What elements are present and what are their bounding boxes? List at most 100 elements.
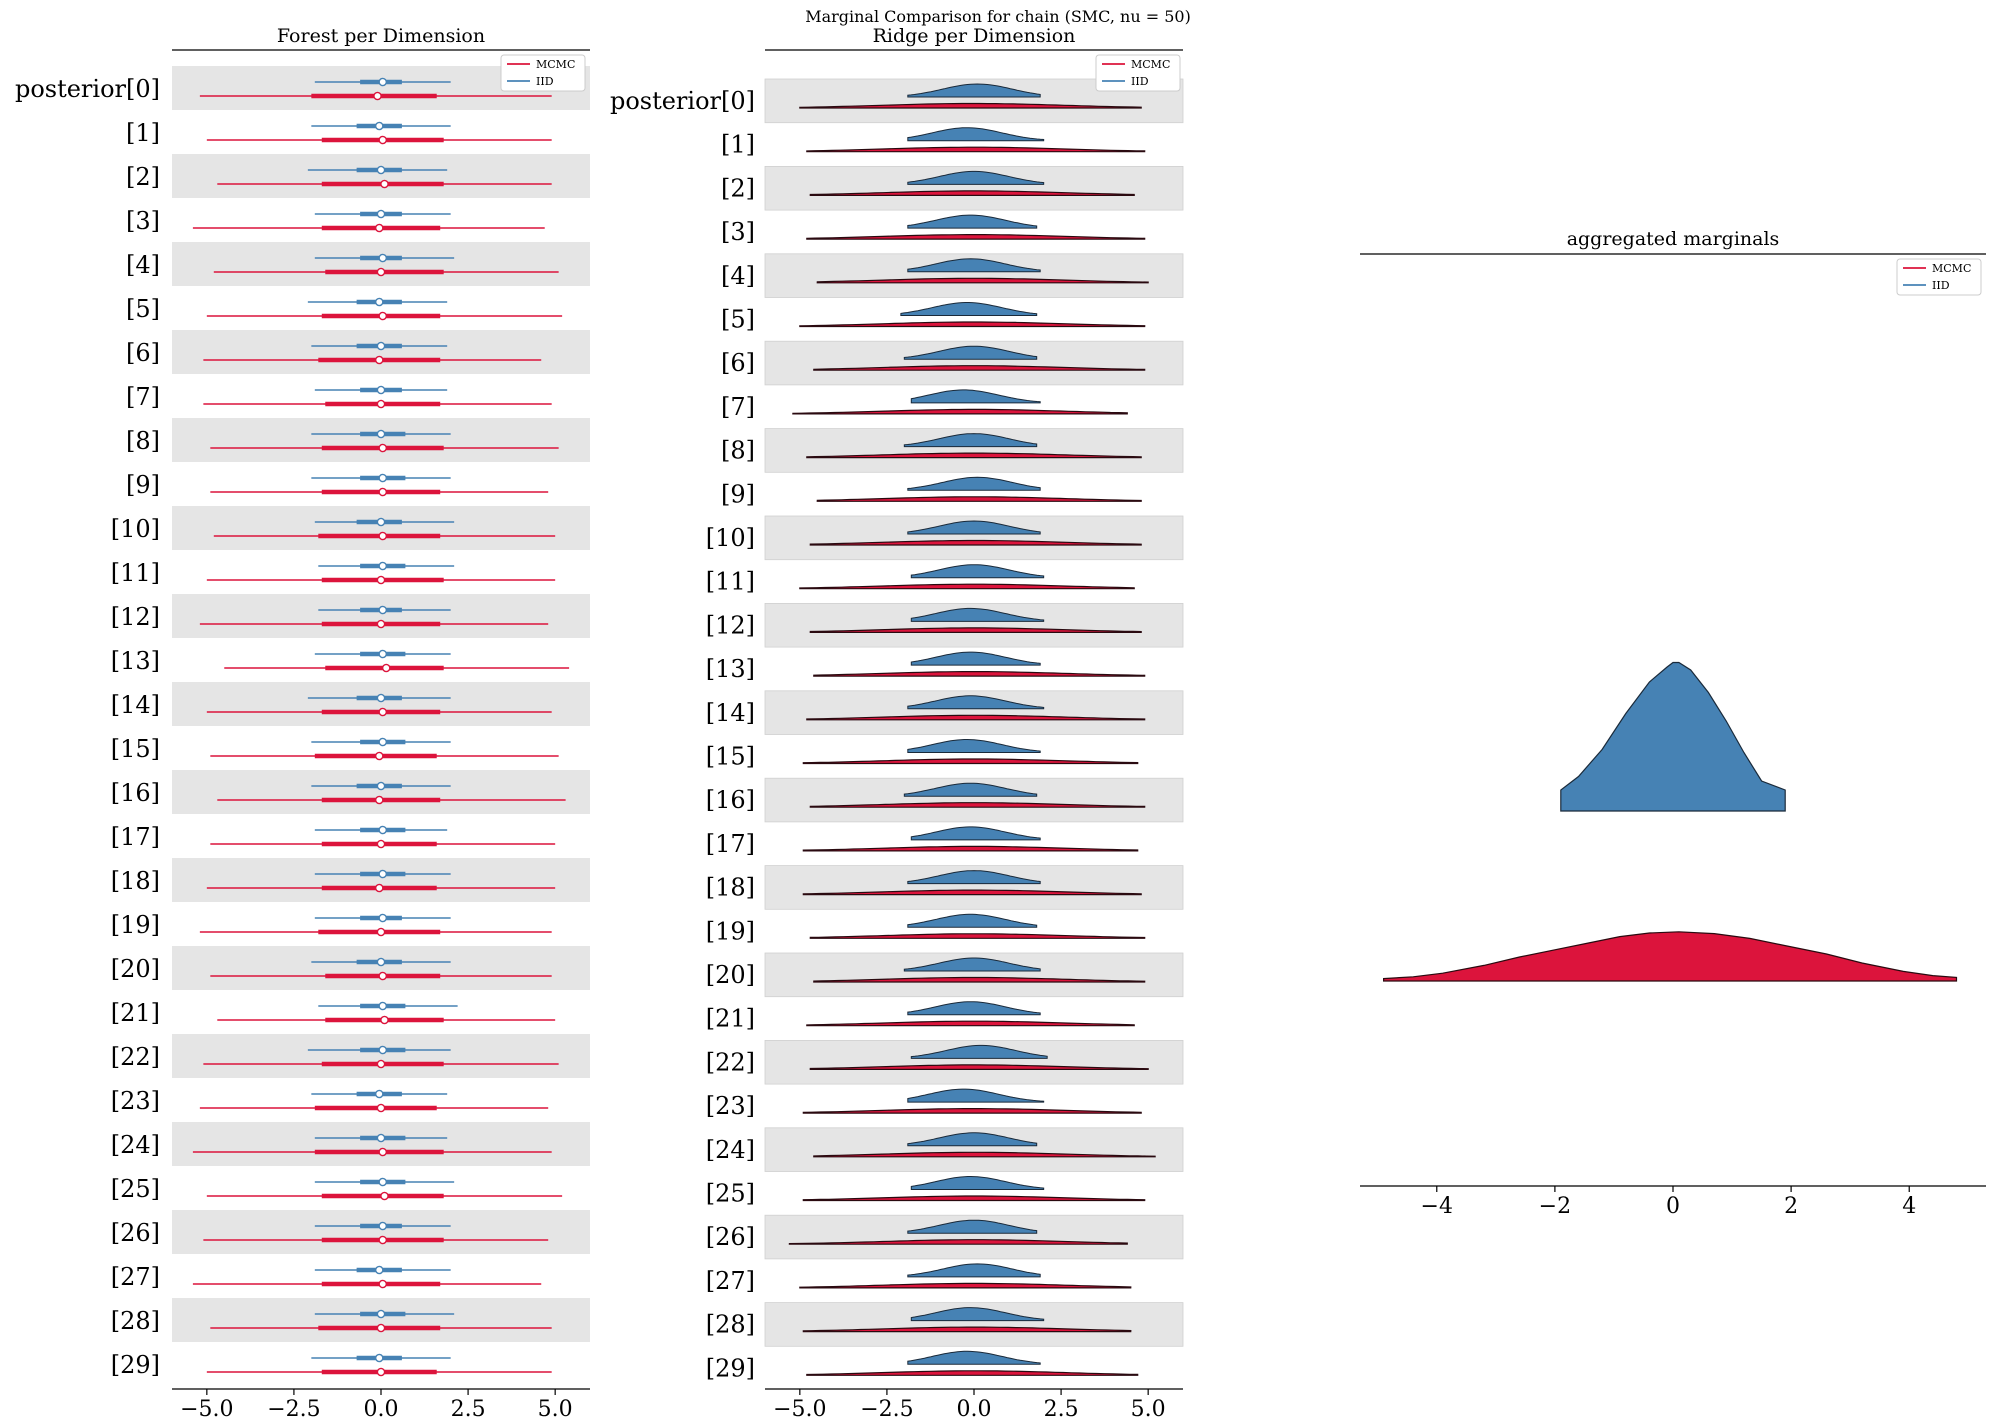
forest-row-band	[172, 330, 590, 374]
mcmc-ridge	[809, 802, 1146, 808]
iid-median-point	[376, 1309, 386, 1319]
figure-suptitle: Marginal Comparison for chain (SMC, nu =…	[805, 7, 1191, 26]
mcmc-median-point	[378, 487, 388, 497]
ridge-tick-label: 0.0	[957, 1397, 992, 1422]
forest-row-label: [21]	[111, 999, 160, 1027]
iid-ridge	[907, 1088, 1045, 1103]
ridge-row-label: [7]	[721, 393, 755, 421]
ridge-row-label: [28]	[706, 1311, 755, 1339]
iid-median-point	[378, 737, 388, 747]
iid-median-point	[378, 253, 388, 263]
iid-median-point	[376, 517, 386, 527]
forest-row-band	[172, 594, 590, 638]
forest-row-band	[172, 770, 590, 814]
iid-aggregated-density	[1560, 661, 1786, 812]
mcmc-median-point	[376, 399, 386, 409]
mcmc-median-point	[378, 443, 388, 453]
aggregated-tick-label: −2	[1539, 1194, 1571, 1219]
aggregated-tick-label: 4	[1902, 1194, 1916, 1219]
iid-ridge	[907, 127, 1045, 142]
iid-ridge	[907, 476, 1041, 491]
ridge-row-label: [24]	[706, 1136, 755, 1164]
ridge-panel: posterior[0] [1] [2] [3] [4] [5] [6] [7] [8] [9] […	[610, 25, 1184, 1422]
ridge-row-label: [26]	[706, 1223, 755, 1251]
mcmc-ridge	[816, 496, 1142, 502]
ridge-x-axis: −5.0 −2.5 0.0 2.5 5.0	[773, 1389, 1166, 1422]
mcmc-median-point	[374, 883, 384, 893]
forest-row-label: [5]	[126, 295, 160, 323]
forest-row-label: [2]	[126, 163, 160, 191]
forest-row-label: [16]	[111, 779, 160, 807]
forest-row-label: [23]	[111, 1087, 160, 1115]
iid-median-point	[374, 1265, 384, 1275]
ridge-row-label: [2]	[721, 174, 755, 202]
mcmc-median-point	[381, 663, 391, 673]
mcmc-median-point	[378, 531, 388, 541]
iid-median-point	[378, 77, 388, 87]
forest-title: Forest per Dimension	[277, 25, 485, 47]
mcmc-median-point	[373, 91, 382, 101]
forest-row-label: [27]	[111, 1263, 160, 1291]
ridge-row-band	[764, 865, 1184, 910]
mcmc-ridge	[809, 1064, 1149, 1070]
forest-row-band	[172, 858, 590, 902]
ridge-title: Ridge per Dimension	[873, 25, 1076, 47]
aggregated-legend-mcmc: MCMC	[1932, 262, 1971, 275]
mcmc-median-point	[376, 1367, 386, 1377]
mcmc-median-point	[376, 1323, 386, 1333]
mcmc-ridge	[806, 146, 1146, 153]
iid-ridge	[907, 870, 1041, 885]
ridge-row-label: [20]	[706, 961, 755, 989]
iid-ridge	[910, 826, 1041, 841]
forest-row-label: [15]	[111, 735, 160, 763]
mcmc-median-point	[374, 795, 384, 805]
ridge-row-label: [14]	[706, 699, 755, 727]
forest-legend-mcmc: MCMC	[536, 58, 575, 71]
mcmc-ridge	[799, 321, 1146, 328]
aggregated-x-axis: −4 −2 0 2 4	[1421, 1186, 1916, 1219]
iid-median-point	[376, 957, 386, 967]
mcmc-ridge	[813, 1151, 1156, 1158]
ridge-marks	[788, 83, 1156, 1376]
forest-tick-label: 5.0	[538, 1397, 573, 1422]
iid-ridge	[907, 695, 1045, 710]
ridge-row-label: [21]	[706, 1005, 755, 1033]
mcmc-median-point	[376, 267, 386, 277]
forest-row-label: [26]	[111, 1219, 160, 1247]
iid-ridge	[903, 433, 1038, 448]
iid-median-point	[378, 605, 388, 615]
forest-row-label: [20]	[111, 955, 160, 983]
mcmc-median-point	[376, 1103, 386, 1113]
iid-ridge	[907, 214, 1038, 229]
aggregated-legend-iid: IID	[1932, 279, 1950, 292]
mcmc-ridge	[809, 190, 1135, 196]
ridge-legend-mcmc: MCMC	[1131, 58, 1170, 71]
iid-ridge	[910, 389, 1041, 404]
iid-ridge	[907, 1350, 1041, 1365]
forest-tick-label: −2.5	[267, 1397, 320, 1422]
mcmc-median-point	[376, 575, 386, 585]
ridge-row-label: [12]	[706, 611, 755, 639]
mcmc-ridge	[806, 1370, 1139, 1376]
forest-panel: posterior[0] [1] [2] [3] [4] [5] [6] [7] [8] [9] […	[15, 25, 590, 1422]
forest-row-labels: posterior[0] [1] [2] [3] [4] [5] [6] [7] [8] [9] […	[15, 75, 160, 1379]
forest-row-label: [10]	[111, 515, 160, 543]
mcmc-ridge	[802, 845, 1139, 852]
forest-row-label: [24]	[111, 1131, 160, 1159]
iid-median-point	[374, 1353, 384, 1363]
mcmc-ridge	[799, 583, 1135, 590]
forest-row-label: posterior[0]	[15, 75, 160, 103]
forest-row-label: [25]	[111, 1175, 160, 1203]
iid-ridge	[907, 258, 1041, 273]
ridge-row-label: [25]	[706, 1180, 755, 1208]
iid-ridge	[903, 782, 1038, 797]
mcmc-ridge	[806, 234, 1146, 240]
ridge-row-label: [6]	[721, 349, 755, 377]
ridge-row-label: [10]	[706, 524, 755, 552]
iid-ridge	[910, 1176, 1045, 1190]
ridge-row-label: [9]	[721, 480, 755, 508]
iid-median-point	[378, 1001, 388, 1011]
forest-row-label: [29]	[111, 1351, 160, 1379]
ridge-row-label: [19]	[706, 917, 755, 945]
